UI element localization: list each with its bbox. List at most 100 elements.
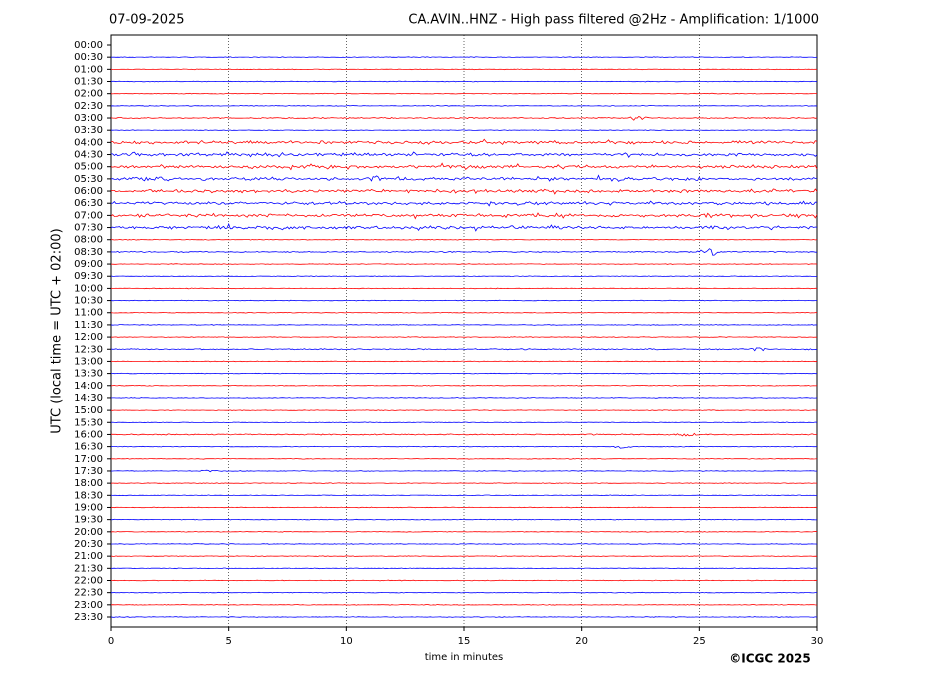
- trace: [111, 457, 818, 460]
- date: 07-09-2025: [109, 13, 185, 28]
- trace: [110, 432, 818, 437]
- trace: [111, 518, 818, 521]
- trace: [110, 275, 818, 278]
- trace: [110, 56, 818, 59]
- y-tick-label: 23:00: [74, 600, 103, 611]
- x-tick-label: 20: [575, 636, 588, 647]
- y-tick-label: 01:00: [74, 64, 103, 75]
- x-tick-label: 30: [811, 636, 824, 647]
- y-axis-label: UTC (local time = UTC + 02:00): [50, 228, 65, 433]
- trace: [110, 384, 818, 387]
- y-tick-label: 00:00: [74, 40, 103, 51]
- trace: [110, 238, 818, 241]
- x-tick-label: 10: [340, 636, 353, 647]
- y-tick-label: 11:30: [74, 320, 103, 331]
- y-tick-label: 02:00: [74, 89, 103, 100]
- trace: [110, 200, 817, 207]
- trace: [110, 530, 818, 533]
- trace: [110, 105, 818, 107]
- y-tick-label: 05:00: [74, 162, 103, 173]
- y-tick-label: 21:30: [74, 563, 103, 574]
- y-tick-label: 22:00: [74, 575, 103, 586]
- y-tick-label: 20:30: [74, 539, 103, 550]
- trace: [110, 421, 818, 424]
- y-tick-label: 21:00: [74, 551, 103, 562]
- y-tick-label: 00:30: [74, 52, 103, 63]
- y-tick-label: 14:00: [74, 381, 103, 392]
- y-tick-label: 08:00: [74, 235, 103, 246]
- trace: [110, 92, 818, 95]
- trace: [111, 372, 818, 375]
- y-tick-label: 18:30: [74, 490, 103, 501]
- x-axis-label: time in minutes: [425, 652, 504, 663]
- x-tick-label: 5: [225, 636, 231, 647]
- trace: [110, 397, 818, 399]
- trace: [110, 68, 818, 71]
- y-tick-label: 07:30: [74, 223, 103, 234]
- y-tick-label: 08:30: [74, 247, 103, 258]
- y-tick-label: 17:00: [74, 454, 103, 465]
- trace: [110, 494, 817, 497]
- y-tick-label: 16:00: [74, 429, 103, 440]
- y-tick-label: 22:30: [74, 588, 103, 599]
- trace: [110, 579, 818, 582]
- x-tick-label: 0: [108, 636, 114, 647]
- y-tick-label: 17:30: [74, 466, 103, 477]
- trace: [111, 591, 817, 594]
- y-tick-label: 18:00: [74, 478, 103, 489]
- trace: [110, 506, 818, 509]
- y-tick-label: 15:00: [74, 405, 103, 416]
- credit: ©ICGC 2025: [729, 652, 811, 666]
- y-tick-label: 06:30: [74, 198, 103, 209]
- y-tick-label: 06:00: [74, 186, 103, 197]
- y-tick-label: 07:00: [74, 210, 103, 221]
- trace: [110, 311, 818, 314]
- y-tick-label: 04:30: [74, 150, 103, 161]
- trace: [110, 324, 818, 326]
- trace: [110, 616, 818, 618]
- y-tick-label: 10:00: [74, 283, 103, 294]
- y-tick-label: 11:00: [74, 308, 103, 319]
- trace: [110, 80, 818, 83]
- y-tick-label: 12:00: [74, 332, 103, 343]
- trace: [110, 116, 818, 121]
- trace: [110, 248, 817, 256]
- trace: [110, 138, 818, 146]
- trace: [111, 151, 818, 158]
- trace: [110, 287, 817, 290]
- trace: [110, 162, 818, 171]
- y-tick-label: 23:30: [74, 612, 103, 623]
- chart-title: CA.AVIN..HNZ - High pass filtered @2Hz -…: [408, 13, 819, 28]
- y-tick-label: 12:30: [74, 344, 103, 355]
- y-tick-label: 13:00: [74, 356, 103, 367]
- trace: [110, 336, 818, 338]
- y-tick-label: 19:00: [74, 502, 103, 513]
- trace: [110, 469, 818, 473]
- trace: [110, 263, 818, 265]
- trace: [110, 409, 818, 411]
- trace: [110, 482, 817, 484]
- y-tick-label: 03:30: [74, 125, 103, 136]
- y-tick-label: 19:30: [74, 515, 103, 526]
- trace: [110, 360, 818, 363]
- y-tick-label: 09:30: [74, 271, 103, 282]
- y-tick-label: 02:30: [74, 101, 103, 112]
- y-tick-label: 13:30: [74, 369, 103, 380]
- trace: [110, 188, 818, 195]
- y-tick-label: 09:00: [74, 259, 103, 270]
- plot-frame: [110, 34, 818, 628]
- y-tick-label: 20:00: [74, 527, 103, 538]
- trace: [110, 299, 817, 302]
- y-tick-label: 10:30: [74, 296, 103, 307]
- y-tick-label: 01:30: [74, 77, 103, 88]
- trace: [110, 174, 818, 182]
- x-tick-label: 15: [458, 636, 471, 647]
- y-tick-label: 04:00: [74, 137, 103, 148]
- trace: [110, 604, 818, 606]
- trace: [110, 347, 818, 352]
- y-tick-label: 14:30: [74, 393, 103, 404]
- trace: [110, 212, 818, 220]
- y-tick-label: 15:30: [74, 417, 103, 428]
- trace: [110, 555, 818, 557]
